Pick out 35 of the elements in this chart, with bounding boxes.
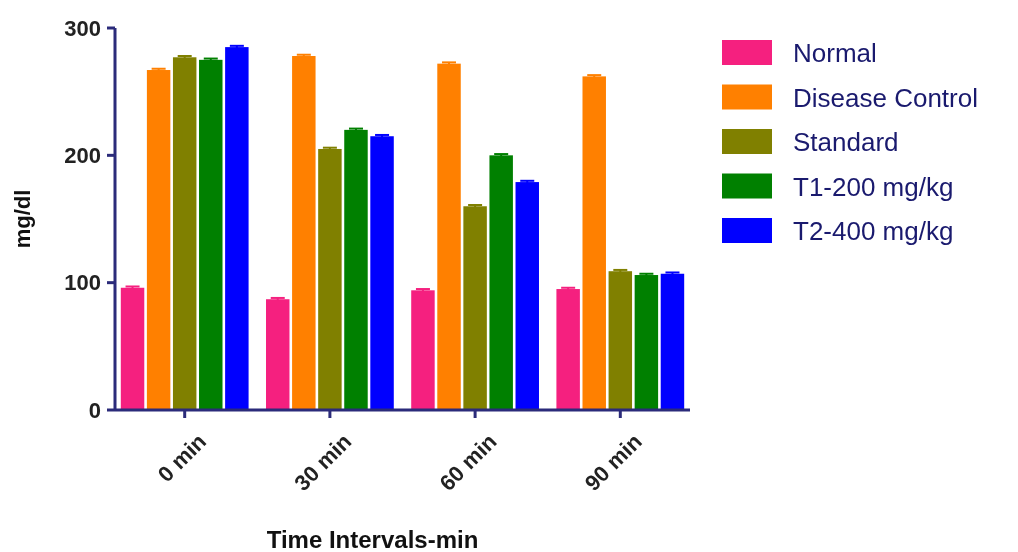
bar (292, 56, 316, 410)
bar (120, 287, 145, 410)
y-tick-label: 100 (64, 270, 101, 296)
x-axis-title: Time Intervals-min (266, 526, 479, 552)
legend-label: Normal (793, 38, 877, 69)
x-tick-label: 30 min (289, 428, 357, 496)
bar (437, 63, 461, 410)
bar (199, 59, 223, 410)
y-tick-label: 300 (64, 15, 101, 41)
bar (266, 299, 290, 410)
y-tick-label: 0 (88, 397, 101, 423)
bar (515, 182, 539, 410)
bar (582, 76, 606, 410)
bar (463, 206, 487, 410)
bar (660, 273, 685, 410)
x-tick-label: 90 min (579, 428, 647, 496)
bar (489, 155, 513, 410)
x-tick-label: 0 min (152, 428, 212, 488)
bar (146, 70, 171, 410)
legend-label: Standard (793, 127, 899, 158)
bar (556, 289, 580, 410)
legend-label: T2-400 mg/kg (793, 216, 954, 247)
y-axis-title: mg/dl (10, 189, 35, 249)
legend-label: T1-200 mg/kg (793, 171, 954, 202)
bar (411, 290, 435, 410)
x-tick-label: 60 min (434, 428, 502, 496)
bar (344, 129, 368, 410)
bar (634, 275, 659, 410)
bar (225, 47, 249, 410)
y-tick-label: 200 (64, 143, 101, 169)
bar (172, 57, 197, 410)
bar (318, 148, 342, 410)
bar (370, 136, 394, 410)
legend-label: Disease Control (793, 82, 978, 113)
bar (608, 271, 633, 410)
